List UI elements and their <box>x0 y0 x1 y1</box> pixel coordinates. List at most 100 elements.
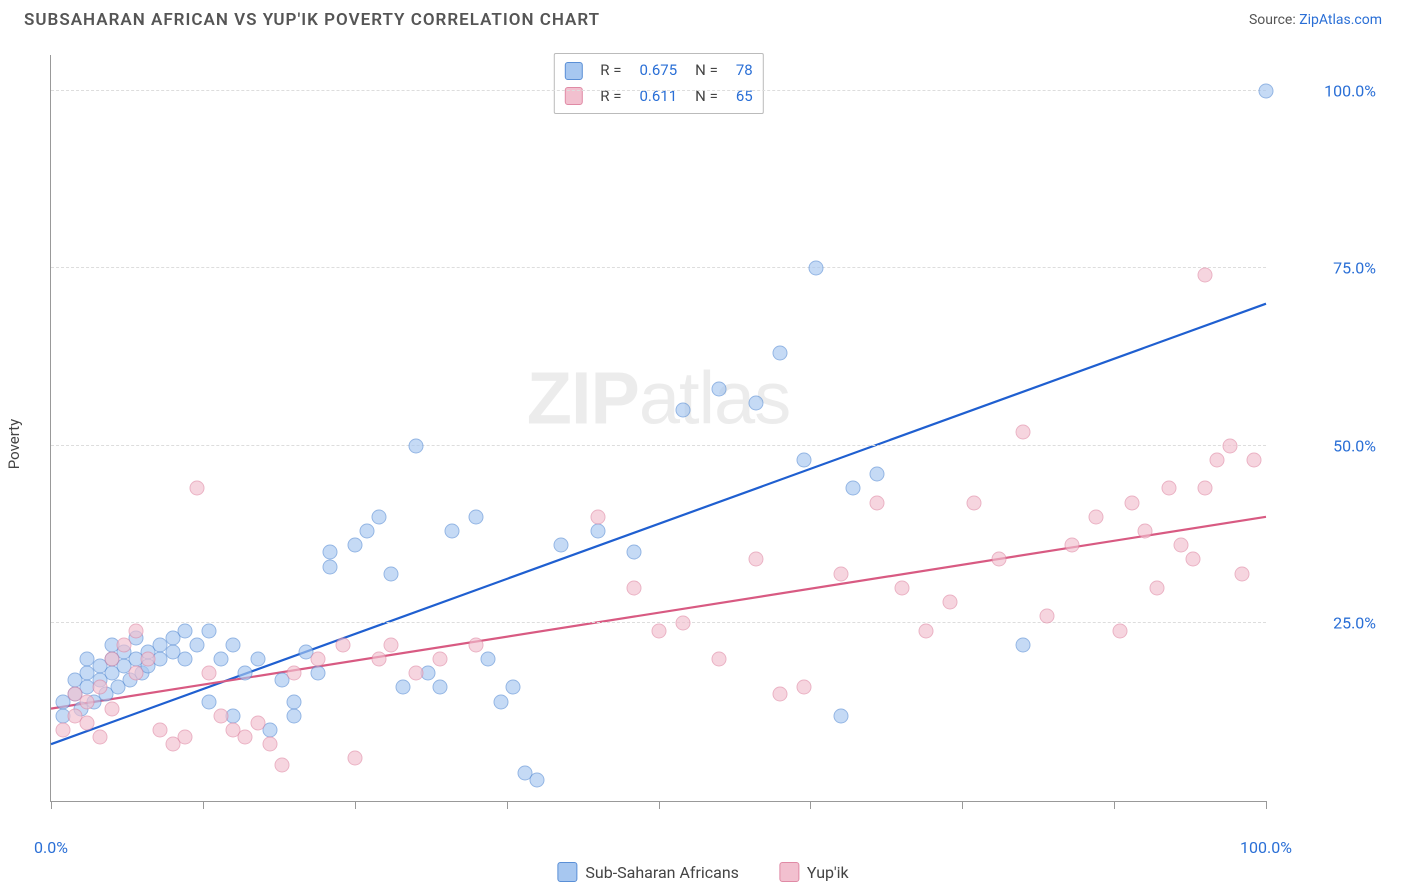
data-point <box>748 396 763 411</box>
data-point <box>56 722 71 737</box>
stat-r-value: 0.675 <box>639 58 677 84</box>
data-point <box>408 438 423 453</box>
data-point <box>153 722 168 737</box>
data-point <box>250 651 265 666</box>
data-point <box>833 566 848 581</box>
x-tick <box>810 801 811 809</box>
data-point <box>1259 83 1274 98</box>
data-point <box>384 566 399 581</box>
data-point <box>408 666 423 681</box>
data-point <box>80 694 95 709</box>
x-tick <box>355 801 356 809</box>
data-point <box>116 637 131 652</box>
data-point <box>1210 452 1225 467</box>
data-point <box>748 552 763 567</box>
data-point <box>104 701 119 716</box>
y-tick-label: 100.0% <box>1276 81 1376 100</box>
stat-n-value: 78 <box>736 58 753 84</box>
y-tick-label: 25.0% <box>1276 614 1376 633</box>
data-point <box>1149 580 1164 595</box>
data-point <box>505 680 520 695</box>
data-point <box>262 737 277 752</box>
data-point <box>1113 623 1128 638</box>
data-point <box>238 730 253 745</box>
data-point <box>991 552 1006 567</box>
data-point <box>1125 495 1140 510</box>
data-point <box>384 637 399 652</box>
data-point <box>189 637 204 652</box>
data-point <box>493 694 508 709</box>
data-point <box>1064 538 1079 553</box>
data-point <box>530 772 545 787</box>
data-point <box>1234 566 1249 581</box>
data-point <box>918 623 933 638</box>
y-axis-title: Poverty <box>5 418 23 468</box>
data-point <box>1137 524 1152 539</box>
data-point <box>797 452 812 467</box>
series-legend: Sub-Saharan Africans Yup'ik <box>557 862 848 882</box>
data-point <box>214 651 229 666</box>
plot-area: ZIPatlas R =0.675N =78R =0.611N =65 25.0… <box>50 55 1266 802</box>
data-point <box>469 637 484 652</box>
data-point <box>372 509 387 524</box>
data-point <box>311 651 326 666</box>
data-point <box>627 545 642 560</box>
x-tick <box>507 801 508 809</box>
data-point <box>347 751 362 766</box>
data-point <box>311 666 326 681</box>
legend-swatch <box>564 62 582 80</box>
data-point <box>1016 424 1031 439</box>
source-label: Source: <box>1249 12 1296 28</box>
data-point <box>870 467 885 482</box>
data-point <box>129 666 144 681</box>
y-tick-label: 75.0% <box>1276 259 1376 278</box>
source-attribution: Source: ZipAtlas.com <box>1249 12 1382 28</box>
data-point <box>590 509 605 524</box>
gridline-h <box>51 267 1266 268</box>
data-point <box>432 680 447 695</box>
data-point <box>1088 509 1103 524</box>
data-point <box>141 651 156 666</box>
data-point <box>432 651 447 666</box>
x-tick <box>51 801 52 809</box>
data-point <box>773 687 788 702</box>
stat-r-label: R = <box>600 58 621 84</box>
stat-r-value: 0.611 <box>639 84 677 110</box>
data-point <box>590 524 605 539</box>
x-tick <box>659 801 660 809</box>
data-point <box>809 261 824 276</box>
data-point <box>250 715 265 730</box>
data-point <box>287 694 302 709</box>
x-tick-label: 100.0% <box>1240 838 1292 857</box>
data-point <box>359 524 374 539</box>
data-point <box>554 538 569 553</box>
data-point <box>1040 609 1055 624</box>
data-point <box>129 623 144 638</box>
source-link[interactable]: ZipAtlas.com <box>1299 12 1382 28</box>
data-point <box>287 666 302 681</box>
data-point <box>712 651 727 666</box>
data-point <box>627 580 642 595</box>
legend-item: Yup'ik <box>779 862 849 882</box>
data-point <box>214 708 229 723</box>
legend-label: Yup'ik <box>807 863 849 882</box>
data-point <box>675 616 690 631</box>
data-point <box>226 637 241 652</box>
data-point <box>372 651 387 666</box>
x-tick <box>1114 801 1115 809</box>
data-point <box>797 680 812 695</box>
data-point <box>1246 452 1261 467</box>
legend-item: Sub-Saharan Africans <box>557 862 739 882</box>
legend-swatch <box>557 862 577 882</box>
data-point <box>201 666 216 681</box>
data-point <box>323 545 338 560</box>
data-point <box>92 730 107 745</box>
x-tick <box>203 801 204 809</box>
data-point <box>80 715 95 730</box>
data-point <box>323 559 338 574</box>
regression-line <box>51 304 1266 744</box>
legend-label: Sub-Saharan Africans <box>585 863 739 882</box>
data-point <box>1198 268 1213 283</box>
data-point <box>469 509 484 524</box>
data-point <box>201 694 216 709</box>
